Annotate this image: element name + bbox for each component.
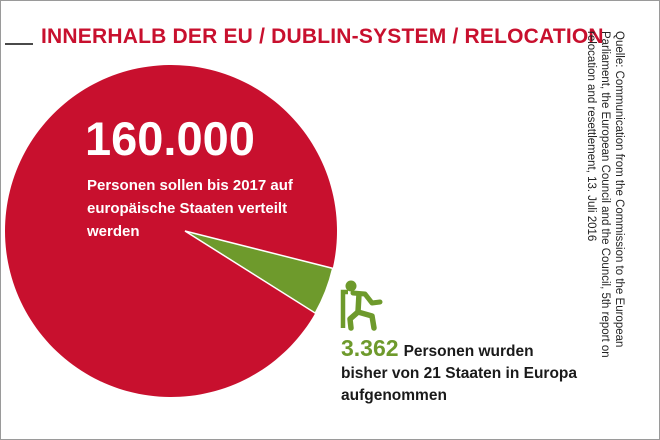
total-value-label: 160.000 bbox=[85, 112, 255, 165]
chart-title: INNERHALB DER EU / DUBLIN-SYSTEM / RELOC… bbox=[41, 25, 604, 48]
title-rule bbox=[5, 43, 33, 45]
pie-slice-relocated bbox=[184, 230, 334, 315]
relocated-description: Personen wurden bisher von 21 Staaten in… bbox=[341, 343, 578, 404]
pie-slice-total bbox=[4, 64, 338, 397]
source-note: Quelle: Communication from the Commissio… bbox=[585, 31, 625, 358]
relocated-annotation: 3.362 Personen wurden bisher von 21 Staat… bbox=[341, 337, 581, 407]
running-person-icon bbox=[340, 280, 383, 331]
relocated-value-label: 3.362 bbox=[341, 335, 399, 361]
total-description: Personen sollen bis 2017 auf europäische… bbox=[87, 177, 293, 240]
